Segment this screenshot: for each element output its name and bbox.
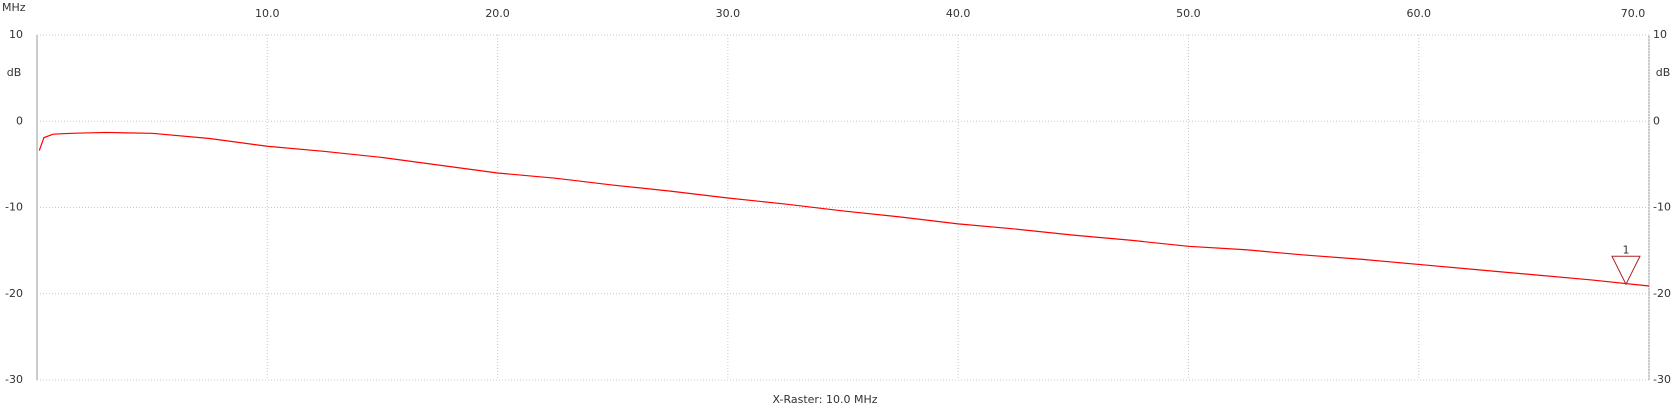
x-tick-label: 20.0 bbox=[485, 7, 510, 20]
x-raster: X-Raster: 10.0 MHz bbox=[773, 393, 878, 406]
marker bbox=[1611, 255, 1641, 286]
marker-label: 1 bbox=[1622, 243, 1629, 256]
y-tick-label-right: -30 bbox=[1653, 373, 1671, 386]
y-tick-label: 10 bbox=[9, 28, 23, 41]
y-tick-label: 0 bbox=[16, 114, 23, 127]
y-tick-label-right: -10 bbox=[1653, 201, 1671, 214]
x-tick-label: 10.0 bbox=[255, 7, 280, 20]
y-tick-label: -30 bbox=[5, 373, 23, 386]
y-unit-right: dB bbox=[1656, 66, 1671, 79]
trace bbox=[38, 131, 1650, 287]
x-tick-label: 50.0 bbox=[1176, 7, 1201, 20]
x-tick-label: 60.0 bbox=[1406, 7, 1431, 20]
y-unit: dB bbox=[7, 66, 22, 79]
x-unit: MHz bbox=[2, 1, 26, 14]
y-tick-label-right: 10 bbox=[1653, 28, 1667, 41]
y-tick-label-right: 0 bbox=[1653, 114, 1660, 127]
x-tick-label: 40.0 bbox=[946, 7, 971, 20]
y-tick-label-right: -20 bbox=[1653, 287, 1671, 300]
y-tick-label: -20 bbox=[5, 287, 23, 300]
x-tick-label: 70.0 bbox=[1621, 7, 1646, 20]
y-tick-label: -10 bbox=[5, 201, 23, 214]
x-tick-label: 30.0 bbox=[716, 7, 741, 20]
